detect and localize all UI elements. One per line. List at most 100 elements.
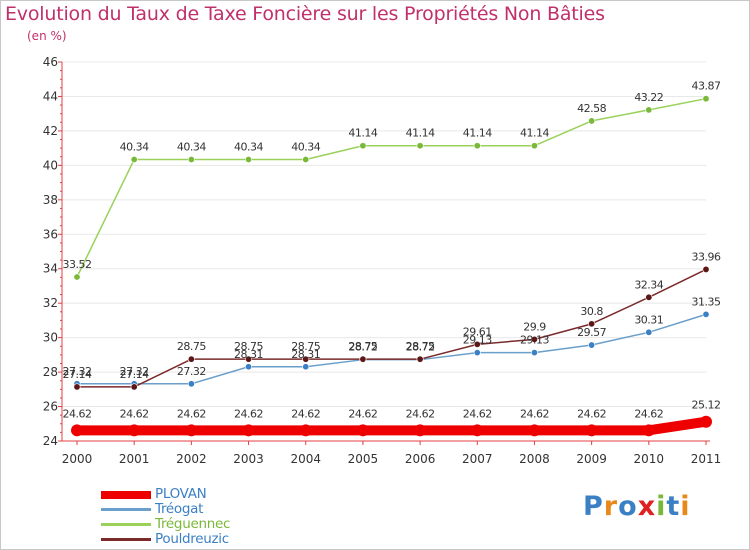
data-label: 29.13 [520,334,549,347]
data-point [187,156,195,164]
data-label: 31.35 [692,295,721,308]
proxiti-logo: Proxiti [583,491,691,522]
logo-letter: r [603,491,619,522]
data-label: 42.58 [577,102,606,115]
data-label: 28.75 [291,340,320,353]
data-point [299,424,312,437]
legend-swatch [101,538,151,541]
data-label: 24.62 [463,407,492,420]
data-point [359,355,367,363]
data-label: 43.87 [692,80,721,93]
data-point [416,142,424,150]
data-point [356,424,369,437]
data-point [702,265,710,273]
legend-label: PLOVAN [155,486,207,502]
data-point [245,355,253,363]
x-tick-label: 2011 [691,452,722,466]
x-tick-label: 2009 [576,452,607,466]
logo-letter: x [637,491,657,522]
logo-letter: P [583,491,604,522]
x-tick-label: 2007 [462,452,493,466]
x-tick-label: 2005 [348,452,379,466]
data-point [187,380,195,388]
legend-swatch [101,491,151,499]
y-tick-label: 24 [43,434,58,448]
data-point [645,293,653,301]
data-point [702,95,710,103]
data-point [130,383,138,391]
y-tick-label: 34 [43,262,58,276]
data-point [700,415,712,428]
x-tick-label: 2006 [405,452,436,466]
x-tick-label: 2004 [290,452,321,466]
data-label: 28.75 [348,340,377,353]
data-label: 27.14 [120,368,149,381]
data-label: 40.34 [234,141,263,154]
data-point [585,424,598,437]
y-tick-label: 40 [43,158,58,172]
series-line [76,268,707,388]
data-label: 29.9 [523,320,546,333]
data-point [473,142,481,150]
y-tick-label: 46 [43,55,58,69]
data-point [245,363,253,371]
data-point [528,424,541,437]
data-label: 29.57 [577,326,606,339]
data-label: 30.8 [580,305,603,318]
series-line [76,97,707,278]
y-tick-label: 30 [43,331,58,345]
y-tick-label: 32 [43,296,58,310]
data-point [187,355,195,363]
data-point [473,349,481,357]
series-lines [71,95,712,437]
data-point [245,156,253,164]
data-label: 27.32 [63,365,92,378]
x-tick-label: 2000 [62,452,93,466]
data-label: 27.32 [120,365,149,378]
data-label: 40.34 [120,141,149,154]
data-label: 33.96 [692,250,721,263]
data-label: 43.22 [634,91,663,104]
data-label: 30.31 [634,313,663,326]
data-label: 27.14 [63,368,92,381]
data-label: 28.72 [406,341,435,354]
legend: PLOVAN Tréogat Tréguennec Pouldreuzic [101,486,301,547]
legend-label: Pouldreuzic [155,531,229,547]
data-label: 41.14 [520,127,549,140]
x-tick-label: 2001 [119,452,150,466]
logo-letter: t [666,491,681,522]
legend-item: Tréguennec [101,516,301,532]
data-label: 40.34 [291,141,320,154]
logo-letter: i [656,491,667,522]
legend-label: Tréguennec [155,516,231,532]
data-label: 40.34 [177,141,206,154]
data-point [359,142,367,150]
data-point [416,355,424,363]
data-label: 29.13 [463,334,492,347]
series-line [76,313,707,385]
data-label: 28.72 [348,341,377,354]
data-point [71,424,83,437]
y-tick-label: 42 [43,124,58,138]
data-point [302,363,310,371]
legend-item: Pouldreuzic [101,531,301,547]
data-label: 41.14 [348,127,377,140]
data-point [302,355,310,363]
legend-swatch [101,523,151,526]
data-point [128,424,141,437]
data-label: 24.62 [406,407,435,420]
data-point [414,424,427,437]
data-point [185,424,198,437]
chart-title: Evolution du Taux de Taxe Foncière sur l… [5,3,605,25]
data-label: 24.62 [348,407,377,420]
data-point [473,340,481,348]
series-line [72,416,711,436]
data-label: 41.14 [406,127,435,140]
data-label: 32.34 [634,278,663,291]
data-point [73,383,81,391]
data-label: 27.32 [177,365,206,378]
y-tick-label: 26 [43,400,58,414]
data-label: 24.62 [120,407,149,420]
axes: 24 26 28 30 32 34 36 38 40 42 44 46 2000 2001 2002 2003… [43,55,722,466]
